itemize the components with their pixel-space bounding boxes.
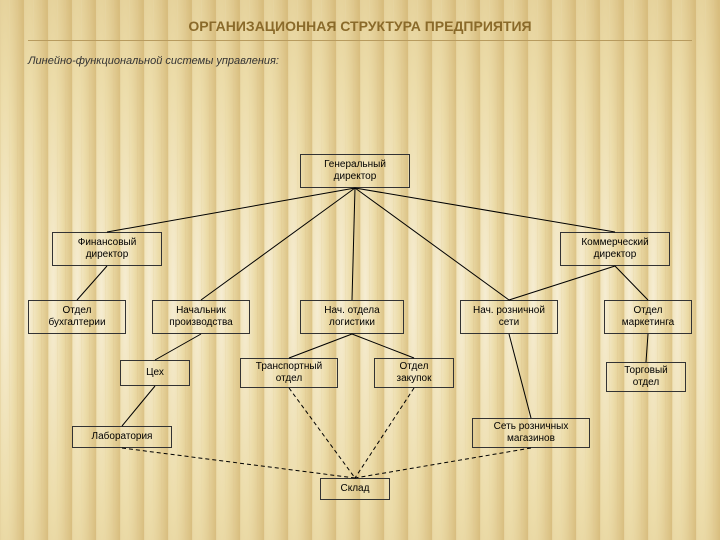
node-torg: Торговыйотдел (606, 362, 686, 392)
node-lab: Лаборатория (72, 426, 172, 448)
node-nach_prod: Начальникпроизводства (152, 300, 250, 334)
node-marketing: Отделмаркетинга (604, 300, 692, 334)
title-underline (28, 40, 692, 41)
node-sklad: Склад (320, 478, 390, 500)
node-nach_retail: Нач. розничнойсети (460, 300, 558, 334)
page-title: ОРГАНИЗАЦИОННАЯ СТРУКТУРА ПРЕДПРИЯТИЯ (28, 18, 692, 34)
node-trans: Транспортныйотдел (240, 358, 338, 388)
node-ceh: Цех (120, 360, 190, 386)
node-kom_dir: Коммерческийдиректор (560, 232, 670, 266)
node-buh: Отделбухгалтерии (28, 300, 126, 334)
subtitle: Линейно-функциональной системы управлени… (28, 55, 692, 67)
node-nach_log: Нач. отделалогистики (300, 300, 404, 334)
node-zakup: Отделзакупок (374, 358, 454, 388)
node-gen_dir: Генеральныйдиректор (300, 154, 410, 188)
node-fin_dir: Финансовыйдиректор (52, 232, 162, 266)
node-retail_net: Сеть розничныхмагазинов (472, 418, 590, 448)
